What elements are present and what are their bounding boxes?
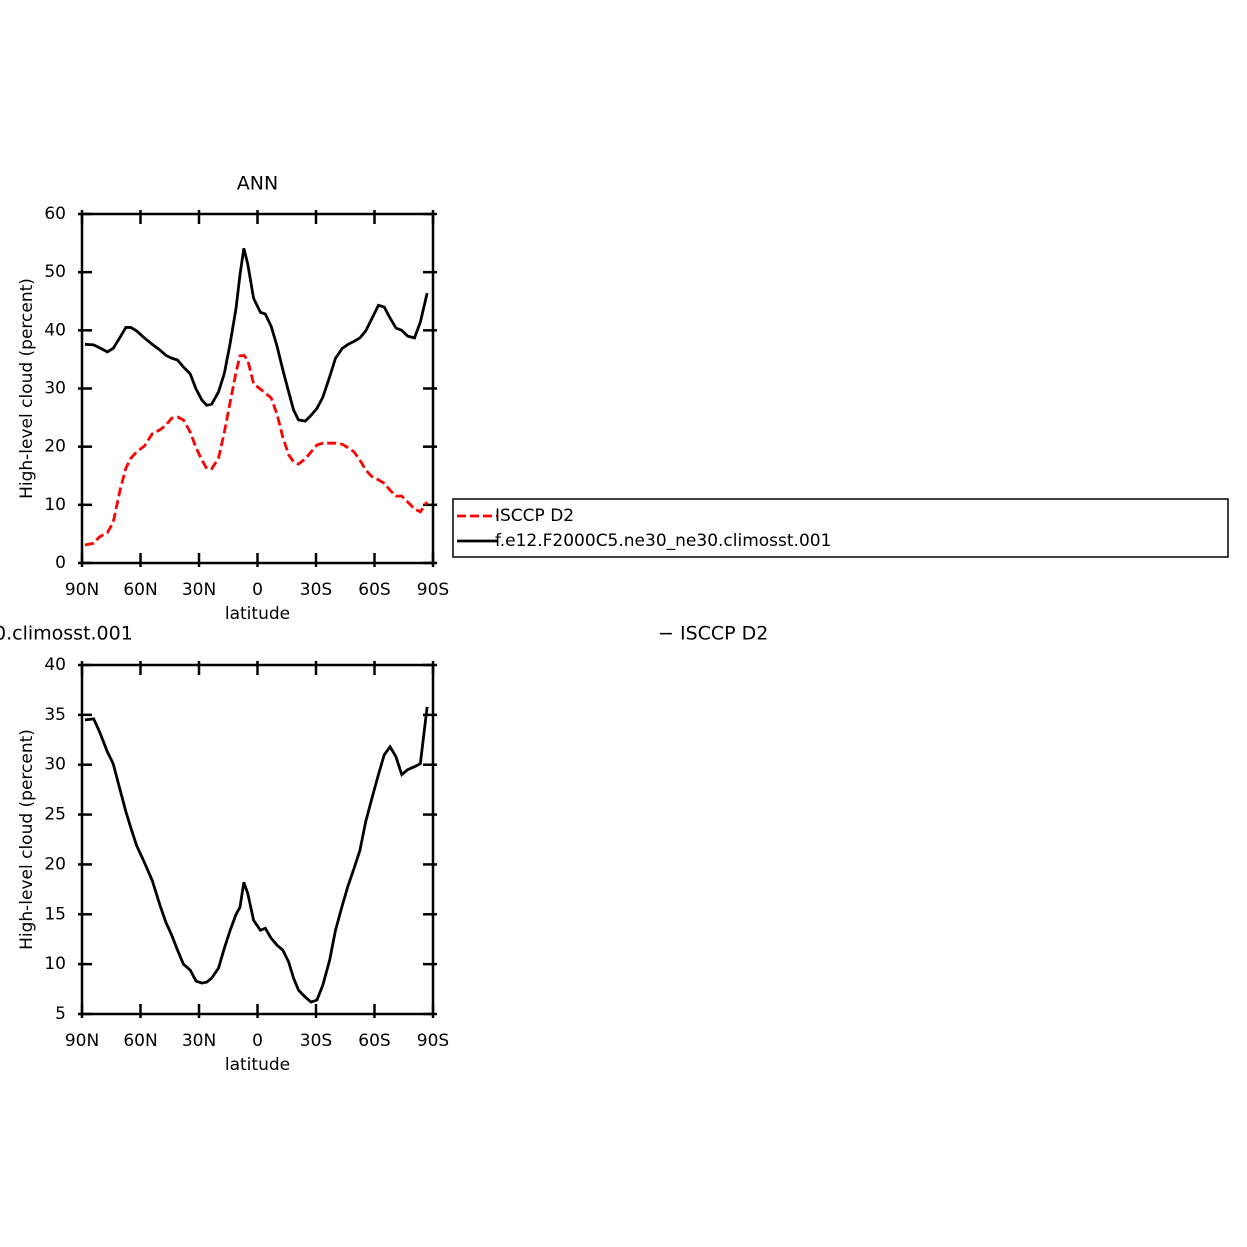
- x-tick-label: 60N: [123, 1031, 157, 1051]
- y-tick-label: 15: [44, 904, 66, 924]
- y-tick-label: 40: [44, 655, 66, 675]
- x-axis-label: latitude: [225, 604, 290, 624]
- y-tick-label: 60: [44, 204, 66, 224]
- y-axis-label: High-level cloud (percent): [17, 729, 37, 950]
- legend-label: f.e12.F2000C5.ne30_ne30.climosst.001: [495, 531, 831, 551]
- y-tick-label: 20: [44, 437, 66, 457]
- x-tick-label: 60N: [123, 580, 157, 600]
- x-tick-label: 30S: [300, 1031, 332, 1051]
- x-tick-label: 30N: [182, 580, 216, 600]
- y-tick-label: 30: [44, 379, 66, 399]
- data-line: [84, 706, 429, 1004]
- chart-title-right: − ISCCP D2: [658, 623, 768, 645]
- y-tick-label: 40: [44, 320, 66, 340]
- y-tick-label: 0: [55, 553, 66, 573]
- data-line: [84, 247, 429, 423]
- data-line: [84, 353, 429, 547]
- x-tick-label: 90S: [417, 1031, 449, 1051]
- y-tick-label: 5: [55, 1004, 66, 1024]
- legend-box: [452, 498, 1229, 558]
- x-tick-label: 90N: [65, 580, 99, 600]
- y-tick-label: 30: [44, 755, 66, 775]
- x-tick-label: 90N: [65, 1031, 99, 1051]
- y-tick-label: 20: [44, 854, 66, 874]
- x-tick-label: 30S: [300, 580, 332, 600]
- x-tick-label: 0: [252, 580, 263, 600]
- x-tick-label: 90S: [417, 580, 449, 600]
- y-tick-label: 10: [44, 954, 66, 974]
- x-tick-label: 60S: [358, 1031, 390, 1051]
- legend-label: ISCCP D2: [495, 506, 574, 526]
- x-tick-label: 60S: [358, 580, 390, 600]
- y-tick-label: 25: [44, 805, 66, 825]
- y-axis-label: High-level cloud (percent): [17, 278, 37, 499]
- x-tick-label: 30N: [182, 1031, 216, 1051]
- y-tick-label: 50: [44, 262, 66, 282]
- x-tick-label: 0: [252, 1031, 263, 1051]
- y-tick-label: 35: [44, 705, 66, 725]
- chart-title: ANN: [237, 173, 278, 195]
- chart-title-left: 0.climosst.001: [0, 623, 133, 645]
- x-axis-label: latitude: [225, 1055, 290, 1075]
- y-tick-label: 10: [44, 495, 66, 515]
